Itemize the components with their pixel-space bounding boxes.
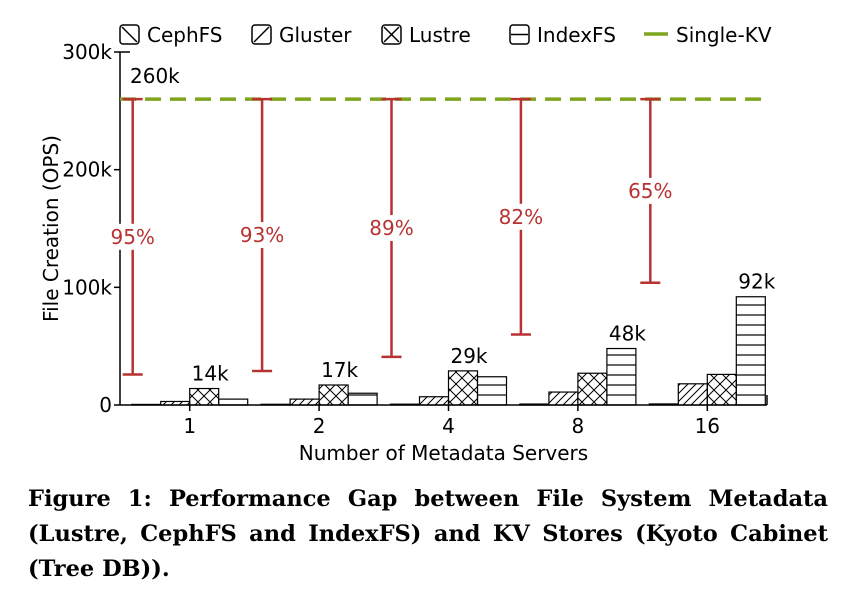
gap-label-bg [494, 203, 547, 230]
bar-lustre-4 [447, 370, 479, 406]
bar-indexfs-4 [476, 376, 508, 406]
y-tick-label: 200k [62, 158, 112, 182]
bar-cephfs-1 [131, 403, 162, 406]
reference-line-group: 260k [120, 64, 767, 101]
bars [131, 296, 766, 406]
bar-value-label: 92k [738, 270, 775, 294]
axes: 0 100k 200k 300k File Creation (OPS) Number o… [39, 40, 768, 465]
gap-label-bg [106, 223, 159, 250]
y-tick-label: 100k [62, 275, 112, 299]
bar-cephfs-2 [260, 403, 291, 406]
bar-cephfs-8 [519, 403, 550, 406]
x-tick-label: 8 [572, 414, 585, 438]
gap-percent-label: 89% [369, 216, 413, 240]
bar-gluster-16 [677, 383, 708, 406]
bar-indexfs-1 [218, 398, 249, 406]
legend-item-single-kv: Single-KV [644, 23, 772, 47]
bar-lustre-8 [577, 372, 608, 406]
gap-percent-label: 65% [628, 179, 672, 203]
legend-item-gluster: Gluster [251, 23, 352, 47]
legend-label: Gluster [279, 23, 352, 47]
legend-label: Lustre [409, 23, 471, 47]
bar-lustre-2 [318, 384, 349, 406]
bar-gluster-8 [548, 391, 579, 406]
x-tick-label: 16 [695, 414, 720, 438]
bar-gluster-2 [289, 398, 320, 406]
bar-cephfs-4 [389, 403, 421, 406]
bar-cephfs-16 [648, 403, 679, 406]
x-tick-label: 4 [442, 414, 455, 438]
legend: CephFS Gluster Lustre IndexFS Single-KV [119, 23, 772, 47]
y-axis-title: File Creation (OPS) [39, 135, 63, 322]
reference-line-label: 260k [130, 64, 180, 88]
gap-percent-label: 93% [240, 223, 284, 247]
legend-item-cephfs: CephFS [119, 23, 223, 47]
bar-lustre-16 [706, 373, 737, 406]
gap-label-bg [624, 177, 677, 204]
y-tick-label: 300k [62, 40, 112, 64]
y-tick-label: 0 [99, 393, 112, 417]
bar-value-label: 29k [450, 344, 487, 368]
gap-percent-label: 82% [499, 205, 543, 229]
bar-indexfs-8 [606, 347, 637, 406]
gap-label-bg [236, 222, 289, 249]
bar-gluster-1 [160, 400, 191, 406]
legend-item-lustre: Lustre [381, 23, 471, 47]
x-axis-title: Number of Metadata Servers [299, 441, 588, 465]
bar-gluster-4 [418, 396, 450, 406]
legend-item-indexfs: IndexFS [509, 23, 616, 47]
chart: 0 100k 200k 300k File Creation (OPS) Number o… [39, 23, 776, 465]
bar-value-label: 17k [321, 358, 358, 382]
bar-value-label: 48k [609, 322, 646, 346]
gap-annotations: 95% 14k 93% 17k 89% 29k 82% 48k 65% 92k [106, 97, 776, 386]
bar-indexfs-2 [347, 392, 378, 406]
figure-caption: Figure 1: Performance Gap between File S… [28, 486, 828, 582]
gap-label-bg [365, 214, 418, 241]
x-tick-label: 2 [313, 414, 326, 438]
x-tick-label: 1 [183, 414, 196, 438]
legend-label: CephFS [147, 23, 223, 47]
bar-lustre-1 [189, 387, 220, 406]
legend-label: Single-KV [676, 23, 772, 47]
bar-indexfs-16 [735, 296, 766, 406]
bar-value-label: 14k [192, 362, 229, 386]
gap-percent-label: 95% [110, 225, 154, 249]
legend-label: IndexFS [537, 23, 616, 47]
